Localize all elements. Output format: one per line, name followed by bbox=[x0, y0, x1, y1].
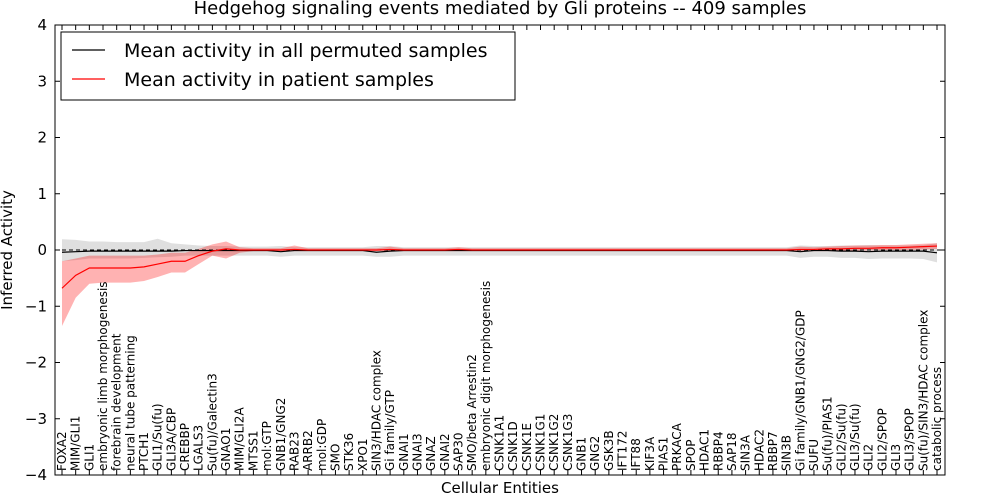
x-tick-label: SIN3A bbox=[739, 434, 753, 471]
x-tick-label: SAP30 bbox=[451, 432, 465, 471]
x-tick-label: embryonic limb morphogenesis bbox=[96, 281, 110, 471]
x-tick-label: GLI2/Su(fu) bbox=[834, 403, 848, 471]
x-tick-label: RAB23 bbox=[287, 431, 301, 471]
x-axis-label: Cellular Entities bbox=[441, 479, 559, 497]
y-tick-label: −4 bbox=[25, 466, 47, 484]
chart-title: Hedgehog signaling events mediated by Gl… bbox=[194, 0, 807, 19]
x-tick-label: HDAC1 bbox=[698, 429, 712, 471]
x-tick-label: RBBP4 bbox=[711, 431, 725, 471]
x-tick-label: Su(fu)/Galectin3 bbox=[205, 373, 219, 471]
x-tick-label: HDAC2 bbox=[752, 429, 766, 471]
x-tick-label: embryonic digit morphogenesis bbox=[479, 281, 493, 471]
y-tick-label: 4 bbox=[37, 16, 47, 34]
x-tick-label: RBBP7 bbox=[766, 431, 780, 471]
x-tick-label: CREBBP bbox=[178, 423, 192, 471]
x-tick-label: ARRB2 bbox=[301, 430, 315, 471]
x-tick-label: GNAI2 bbox=[438, 433, 452, 471]
x-tick-label: MIM/GLI1 bbox=[69, 416, 83, 471]
x-tick-label: SMO bbox=[328, 444, 342, 471]
y-tick-label: −2 bbox=[25, 354, 47, 372]
x-tick-label: mol:GDP bbox=[315, 419, 329, 471]
plot-frame bbox=[54, 24, 946, 476]
x-tick-label: Su(fu)/PIAS1 bbox=[821, 396, 835, 471]
legend-label-permuted: Mean activity in all permuted samples bbox=[124, 40, 487, 62]
x-tick-label: SMO/beta Arrestin2 bbox=[465, 354, 479, 471]
x-tick-label: Su(fu)/SIN3/HDAC complex bbox=[916, 310, 930, 471]
x-tick-label: forebrain development bbox=[110, 333, 124, 471]
x-tick-label: PIAS1 bbox=[657, 437, 671, 471]
legend-box bbox=[60, 31, 516, 101]
x-tick-label: GLI2 bbox=[862, 444, 876, 471]
x-tick-label: SPOP bbox=[684, 439, 698, 471]
x-tick-label: CSNK1G1 bbox=[534, 414, 548, 471]
x-tick-label: FOXA2 bbox=[55, 431, 69, 471]
y-axis-label: Inferred Activity bbox=[0, 190, 16, 310]
x-tick-label: CSNK1G3 bbox=[561, 414, 575, 471]
x-tick-label: GLI1/Su(fu) bbox=[151, 403, 165, 471]
x-tick-label: SIN3/HDAC complex bbox=[369, 350, 383, 471]
x-tick-label: GLI3/SPOP bbox=[903, 408, 917, 471]
x-tick-label: GNB1 bbox=[575, 437, 589, 471]
x-tick-label: GNG2 bbox=[588, 436, 602, 471]
x-tick-label: Gi family/GTP bbox=[383, 390, 397, 471]
x-tick-label: GNAO1 bbox=[219, 428, 233, 471]
x-tick-label: IFT88 bbox=[629, 438, 643, 471]
x-tick-label: GNB1/GNG2 bbox=[274, 398, 288, 471]
y-tick-label: 3 bbox=[37, 72, 47, 90]
x-tick-label: PTCH1 bbox=[137, 432, 151, 471]
x-tick-label: CSNK1G2 bbox=[547, 414, 561, 471]
x-tick-label: LGALS3 bbox=[192, 425, 206, 471]
x-tick-label: GLI3A/CBP bbox=[164, 408, 178, 471]
x-tick-label: GLI3 bbox=[889, 444, 903, 471]
x-tick-label: SUFU bbox=[807, 439, 821, 471]
x-tick-label: CSNK1E bbox=[520, 423, 534, 471]
x-tick-label: SIN3B bbox=[780, 435, 794, 471]
y-tick-label: 1 bbox=[37, 185, 47, 203]
y-tick-label: −1 bbox=[25, 297, 47, 315]
y-tick-label: −3 bbox=[25, 410, 47, 428]
x-tick-label: GLI2/SPOP bbox=[875, 408, 889, 471]
y-tick-label: 2 bbox=[37, 129, 47, 147]
x-tick-label: MIM/GLI2A bbox=[233, 407, 247, 471]
x-tick-label: neural tube patterning bbox=[123, 335, 137, 471]
x-tick-label: GLI3/Su(fu) bbox=[848, 403, 862, 471]
x-tick-label: SAP18 bbox=[725, 432, 739, 471]
x-tick-label: mol:GTP bbox=[260, 421, 274, 471]
x-tick-label: catabolic process bbox=[930, 367, 944, 471]
x-tick-label: GNAI3 bbox=[410, 433, 424, 471]
legend-label-patient: Mean activity in patient samples bbox=[124, 69, 434, 91]
x-tick-label: GNAZ bbox=[424, 436, 438, 471]
x-tick-label: PRKACA bbox=[670, 422, 684, 471]
legend: Mean activity in all permuted samples Me… bbox=[60, 31, 516, 101]
x-tick-label: IFT172 bbox=[616, 431, 630, 471]
x-tick-label: GSK3B bbox=[602, 430, 616, 471]
x-tick-label: GNAI1 bbox=[397, 433, 411, 471]
x-tick-label: MTSS1 bbox=[246, 430, 260, 471]
series-line-patient bbox=[61, 245, 938, 289]
x-tick-label: CSNK1A1 bbox=[493, 415, 507, 471]
x-tick-label: CSNK1D bbox=[506, 421, 520, 471]
x-tick-label: STK36 bbox=[342, 433, 356, 471]
y-tick-label: 0 bbox=[37, 241, 47, 259]
x-tick-label: Gi family/GNB1/GNG2/GDP bbox=[793, 310, 807, 471]
x-tick-label: GLI1 bbox=[82, 444, 96, 471]
x-tick-label: KIF3A bbox=[643, 436, 657, 471]
x-tick-label: XPO1 bbox=[356, 438, 370, 471]
